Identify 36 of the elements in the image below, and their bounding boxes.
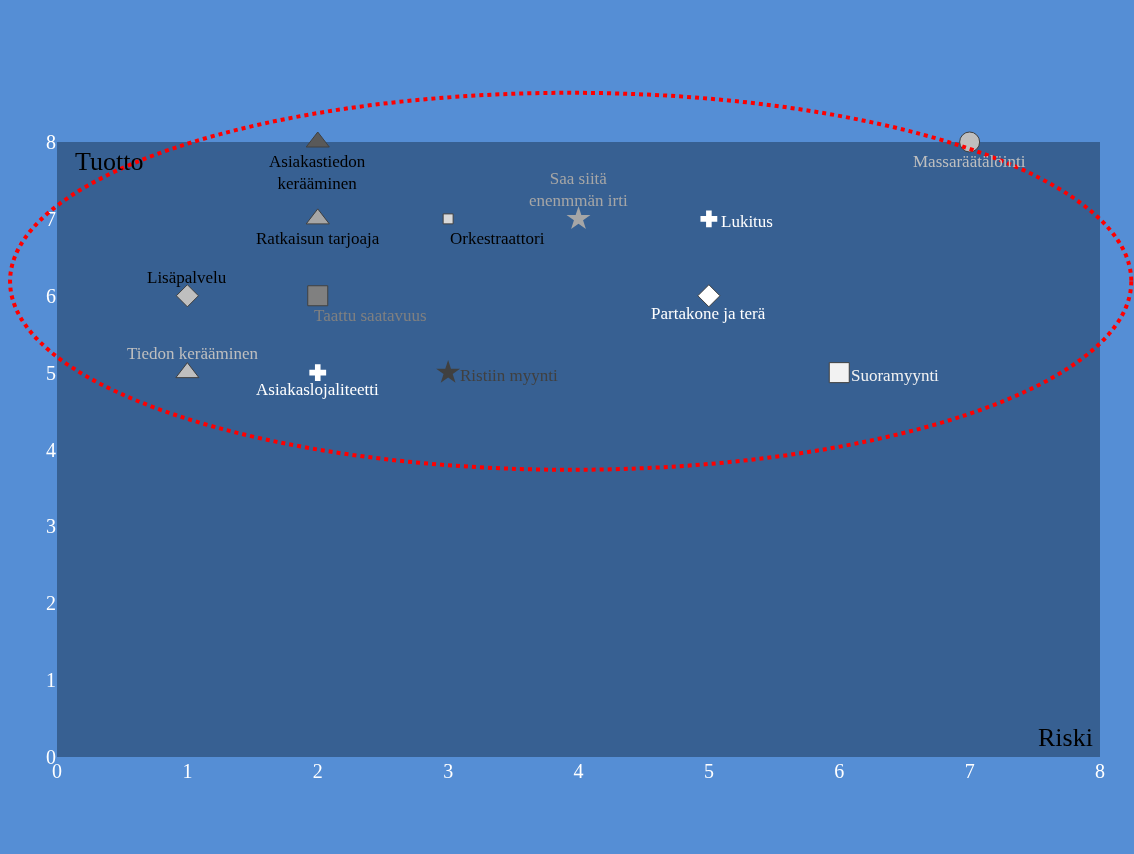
series-label: Tiedon kerääminen <box>127 344 259 363</box>
series-label: Taattu saatavuus <box>314 306 427 325</box>
x-tick-label: 3 <box>443 760 454 782</box>
y-tick-label: 2 <box>46 592 56 615</box>
point <box>697 284 721 308</box>
series-label: Saa siitä enenmmän irti <box>529 169 628 211</box>
x-tick-label: 7 <box>964 760 975 782</box>
x-tick-label: 4 <box>573 760 584 782</box>
point <box>307 285 329 307</box>
x-tick-label: 1 <box>182 760 193 782</box>
series-label: Orkestraattori <box>450 229 545 248</box>
x-tick-label: 8 <box>1095 760 1105 782</box>
series-label: Ratkaisun tarjoaja <box>256 229 380 248</box>
series-label: Lukitus <box>721 212 773 231</box>
x-tick-label: 2 <box>312 760 323 782</box>
y-tick-label: 8 <box>46 131 56 153</box>
x-tick-label: 6 <box>834 760 845 782</box>
point <box>436 360 461 383</box>
y-tick-label: 1 <box>46 669 56 692</box>
point <box>566 206 591 230</box>
y-tick-label: 4 <box>46 438 56 461</box>
series-label: Asiakaslojaliteetti <box>256 380 380 399</box>
x-axis-title: Riski <box>1038 723 1093 752</box>
series-label: Suoramyynti <box>851 366 940 385</box>
y-tick-label: 6 <box>46 284 56 307</box>
point <box>700 210 718 228</box>
y-tick-label: 5 <box>46 361 56 384</box>
point <box>442 213 454 225</box>
series-label: Partakone ja terä <box>651 304 766 323</box>
y-tick-label: 3 <box>46 515 56 538</box>
point <box>309 364 327 382</box>
series-label: Lisäpalvelu <box>147 268 227 287</box>
point <box>828 362 850 384</box>
series-label: Asiakastiedon kerääminen <box>269 152 366 194</box>
x-tick-label: 5 <box>703 760 714 782</box>
series-label: Ristiin myynti <box>460 366 559 385</box>
